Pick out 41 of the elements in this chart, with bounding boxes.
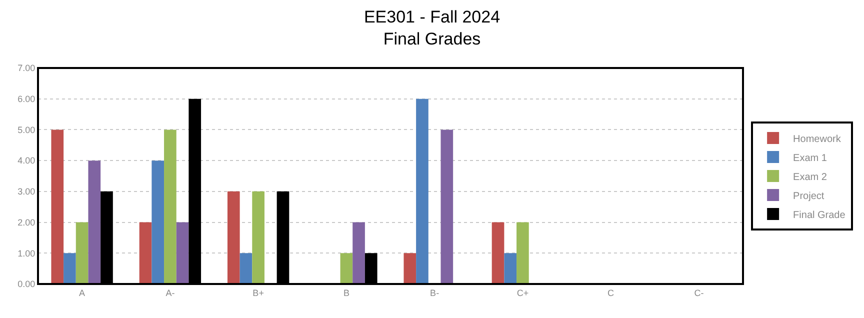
x-tick-label: C	[608, 288, 615, 298]
x-tick-label: C-	[694, 288, 704, 298]
y-tick-label: 3.00	[18, 186, 36, 197]
legend-label: Exam 1	[793, 152, 828, 164]
legend-label: Homework	[793, 134, 842, 145]
bar	[516, 222, 529, 284]
x-tick-label: B-	[430, 288, 440, 298]
legend-label: Exam 2	[793, 172, 828, 183]
bar	[76, 222, 88, 284]
bar	[227, 191, 240, 284]
x-tick-label: A-	[166, 288, 175, 298]
chart-title: EE301 - Fall 2024 Final Grades	[364, 7, 500, 48]
bar	[152, 160, 164, 284]
bar	[88, 160, 101, 284]
bar	[504, 253, 517, 284]
bar	[176, 222, 189, 284]
y-tick-label: 7.00	[18, 63, 36, 74]
bar	[252, 191, 264, 284]
y-tick-label: 1.00	[18, 248, 36, 258]
bar	[404, 253, 416, 284]
x-tick-label: B+	[252, 288, 264, 298]
y-tick-label: 5.00	[18, 124, 36, 135]
legend-label: Final Grade	[793, 210, 846, 221]
bar	[352, 222, 365, 284]
bar	[492, 222, 504, 284]
y-tick-label: 0.00	[18, 279, 36, 290]
bar	[240, 253, 252, 284]
x-tick-label: B	[343, 288, 350, 298]
bar	[139, 222, 152, 284]
legend-label: Project	[793, 190, 824, 202]
y-tick-label: 6.00	[18, 94, 36, 104]
x-tick-label: C+	[516, 288, 529, 298]
bar	[164, 130, 176, 284]
bar	[64, 253, 76, 284]
bar	[416, 98, 428, 284]
x-tick-label: A	[79, 288, 86, 298]
y-tick-label: 4.00	[18, 156, 36, 166]
y-tick-label: 2.00	[18, 217, 36, 228]
bar	[51, 130, 64, 284]
bar	[340, 253, 353, 284]
bar	[440, 130, 454, 284]
